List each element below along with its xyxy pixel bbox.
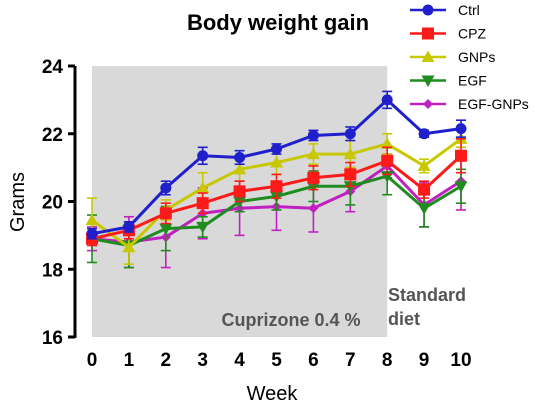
legend-label: Ctrl	[458, 2, 480, 18]
x-tick-label: 8	[382, 350, 393, 371]
y-tick-label: 16	[42, 328, 63, 349]
x-tick-label: 0	[87, 350, 98, 371]
x-tick-label: 1	[124, 350, 135, 371]
legend-marker	[423, 99, 433, 109]
data-point	[196, 181, 210, 193]
data-point	[196, 197, 209, 210]
data-point	[159, 223, 173, 236]
series-cpz	[86, 138, 467, 247]
data-point	[270, 180, 283, 193]
data-point	[308, 203, 319, 214]
x-tick-label: 4	[234, 350, 245, 371]
data-point	[417, 203, 431, 215]
y-tick-label: 20	[42, 193, 63, 214]
legend-marker	[421, 75, 435, 87]
data-point	[86, 228, 98, 240]
x-tick-label: 6	[308, 350, 319, 371]
data-point	[85, 213, 99, 226]
legend-entry-egf-gnps: EGF-GNPs	[410, 96, 529, 112]
standard-diet-label-line2: diet	[388, 309, 420, 329]
x-tick-label: 9	[419, 350, 430, 371]
chart-title: Body weight gain	[187, 10, 369, 35]
data-point	[196, 221, 210, 234]
x-axis-label: Week	[247, 383, 299, 405]
legend-label: CPZ	[458, 26, 486, 42]
series-gnps	[85, 129, 468, 265]
x-tick-label: 5	[271, 350, 282, 371]
data-point	[343, 147, 357, 160]
data-point	[122, 240, 136, 253]
data-point	[418, 128, 430, 140]
data-point	[454, 181, 468, 193]
data-point	[417, 159, 431, 171]
legend-label: EGF	[458, 73, 487, 89]
data-point	[197, 150, 209, 162]
legend-entry-egf: EGF	[410, 73, 487, 89]
data-point	[270, 156, 283, 168]
data-point	[306, 147, 320, 160]
y-axis-label: Grams	[7, 172, 29, 232]
y-tick-label: 24	[42, 57, 64, 78]
data-point	[233, 162, 247, 175]
data-point	[234, 151, 246, 163]
legend-marker	[422, 4, 434, 16]
legend-marker	[422, 27, 434, 40]
y-tick-label: 22	[42, 125, 63, 146]
data-point	[418, 183, 431, 196]
x-tick-label: 2	[161, 350, 172, 371]
data-point	[307, 171, 320, 184]
data-point	[160, 182, 172, 194]
legend: Ctrl CPZ GNPs EGF EGF-GNPs	[410, 2, 529, 112]
legend-entry-ctrl: Ctrl	[410, 2, 480, 18]
y-tick-label: 18	[42, 260, 63, 281]
x-tick-label: 7	[345, 350, 356, 371]
data-point	[381, 154, 394, 167]
data-point	[455, 123, 467, 135]
standard-diet-label-line1: Standard	[388, 285, 466, 305]
legend-label: GNPs	[458, 49, 495, 65]
data-point	[380, 137, 394, 149]
data-point	[381, 94, 393, 106]
legend-marker	[421, 50, 435, 62]
data-point	[344, 168, 357, 181]
data-point	[344, 128, 356, 140]
series-ctrl	[86, 90, 467, 240]
x-tick-label: 3	[197, 350, 208, 371]
legend-label: EGF-GNPs	[458, 96, 529, 112]
shaded-region-label: Cuprizone 0.4 %	[221, 310, 360, 330]
data-point	[123, 221, 135, 233]
data-point	[233, 185, 246, 198]
data-point	[455, 149, 467, 162]
series-layer	[85, 90, 468, 269]
x-tick-label: 10	[450, 350, 471, 371]
legend-entry-cpz: CPZ	[410, 26, 486, 42]
axes: 16 18 20 22 24 0 1 2 3 4 5 6 7 8 9 10	[42, 57, 472, 371]
data-point	[307, 129, 319, 141]
data-point	[159, 207, 172, 220]
data-point	[271, 143, 282, 155]
legend-entry-gnps: GNPs	[410, 49, 495, 65]
